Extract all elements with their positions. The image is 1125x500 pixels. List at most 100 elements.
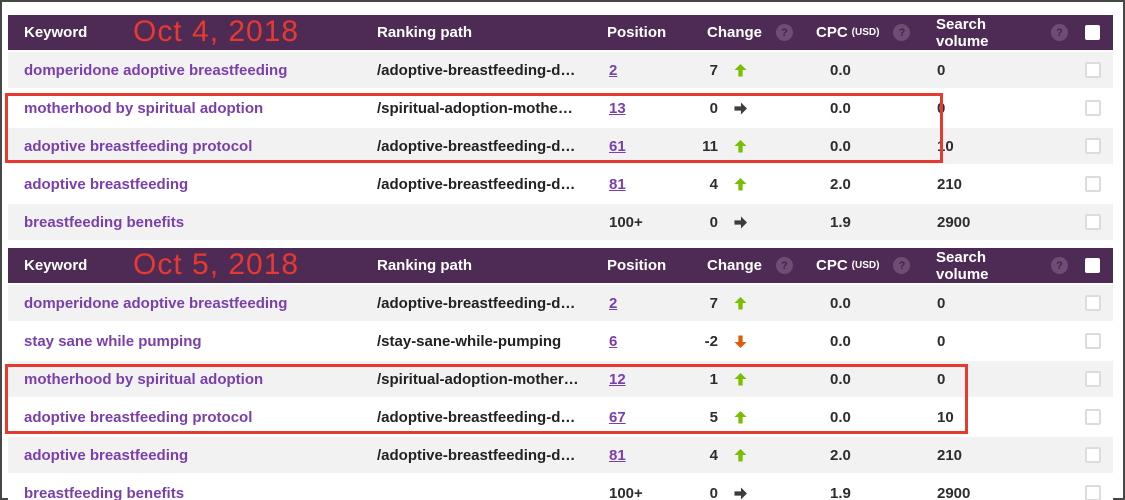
row-checkbox[interactable]: [1085, 447, 1101, 463]
ranking-path: /adoptive-breastfeeding-d…: [377, 446, 576, 464]
help-icon[interactable]: ?: [893, 24, 911, 41]
row-checkbox[interactable]: [1085, 214, 1101, 230]
search-volume-value: 0: [937, 99, 946, 117]
change-value: 1: [709, 370, 718, 388]
keyword-link[interactable]: domperidone adoptive breastfeeding: [24, 294, 288, 312]
row-checkbox[interactable]: [1085, 485, 1101, 500]
change-value: -2: [704, 332, 718, 350]
position-link[interactable]: 67: [609, 408, 626, 426]
help-icon[interactable]: ?: [1051, 257, 1068, 274]
table-header-row: Keyword Ranking path Position Change ? C…: [8, 248, 1113, 283]
checkbox-cell: [1068, 333, 1113, 349]
row-checkbox[interactable]: [1085, 333, 1101, 349]
table-row: breastfeeding benefits 100+ 0 1.9 2900: [8, 475, 1113, 500]
keyword-link[interactable]: motherhood by spiritual adoption: [24, 370, 264, 388]
cpc-value: 1.9: [830, 213, 851, 231]
trend-arrow-icon: [734, 334, 747, 348]
select-all-cell: [1068, 258, 1113, 273]
keyword-link[interactable]: adoptive breastfeeding: [24, 175, 189, 193]
table-header-row: Keyword Ranking path Position Change ? C…: [8, 15, 1113, 50]
select-all-checkbox[interactable]: [1085, 25, 1100, 40]
position-link[interactable]: 6: [609, 332, 618, 350]
help-icon[interactable]: ?: [1051, 24, 1068, 41]
trend-arrow-icon: [734, 448, 747, 462]
keyword-link[interactable]: breastfeeding benefits: [24, 213, 185, 231]
ranking-path: /adoptive-breastfeeding-d…: [377, 408, 576, 426]
position-link[interactable]: 2: [609, 294, 618, 312]
keyword-link[interactable]: motherhood by spiritual adoption: [24, 99, 264, 117]
column-header-position[interactable]: Position: [607, 257, 667, 274]
row-checkbox[interactable]: [1085, 138, 1101, 154]
keyword-link[interactable]: domperidone adoptive breastfeeding: [24, 61, 288, 79]
change-value: 0: [709, 484, 718, 500]
position-link[interactable]: 81: [609, 446, 626, 464]
column-header-ranking-path[interactable]: Ranking path: [377, 24, 473, 41]
column-header-keyword[interactable]: Keyword: [24, 257, 88, 274]
column-header-cpc[interactable]: CPC (USD) ?: [808, 257, 930, 274]
row-checkbox[interactable]: [1085, 100, 1101, 116]
column-header-cpc[interactable]: CPC (USD) ?: [808, 24, 930, 41]
help-icon[interactable]: ?: [893, 257, 911, 274]
cpc-value: 0.0: [830, 99, 851, 117]
position-link[interactable]: 12: [609, 370, 626, 388]
help-icon[interactable]: ?: [776, 24, 794, 41]
row-checkbox[interactable]: [1085, 295, 1101, 311]
checkbox-cell: [1068, 295, 1113, 311]
position-link[interactable]: 61: [609, 137, 626, 155]
checkbox-cell: [1068, 485, 1113, 500]
column-header-change-label: Change: [707, 24, 763, 41]
row-checkbox[interactable]: [1085, 62, 1101, 78]
keyword-link[interactable]: adoptive breastfeeding: [24, 446, 189, 464]
keyword-link[interactable]: stay sane while pumping: [24, 332, 202, 350]
table-row: motherhood by spiritual adoption /spirit…: [8, 90, 1113, 128]
table-row: adoptive breastfeeding /adoptive-breastf…: [8, 437, 1113, 475]
column-header-ranking-path[interactable]: Ranking path: [377, 257, 473, 274]
trend-arrow-icon: [734, 410, 747, 424]
change-cell: 7: [670, 62, 808, 79]
keyword-link[interactable]: adoptive breastfeeding protocol: [24, 137, 253, 155]
position-link[interactable]: 2: [609, 61, 618, 79]
change-value: 11: [702, 137, 718, 155]
column-header-change[interactable]: Change ?: [670, 24, 808, 41]
position-link[interactable]: 13: [609, 99, 626, 117]
table-row: motherhood by spiritual adoption /spirit…: [8, 361, 1113, 399]
help-icon[interactable]: ?: [776, 257, 794, 274]
trend-arrow-icon: [734, 372, 747, 386]
row-checkbox[interactable]: [1085, 371, 1101, 387]
cpc-unit-label: (USD): [851, 260, 880, 271]
ranking-path: /spiritual-adoption-mother…: [377, 370, 579, 388]
table-row: stay sane while pumping /stay-sane-while…: [8, 323, 1113, 361]
column-header-position[interactable]: Position: [607, 24, 667, 41]
keyword-link[interactable]: adoptive breastfeeding protocol: [24, 408, 253, 426]
column-header-search-volume[interactable]: Search volume ?: [930, 249, 1068, 283]
search-volume-value: 0: [937, 294, 946, 312]
trend-arrow-icon: [734, 139, 747, 153]
change-cell: 0: [670, 100, 808, 117]
checkbox-cell: [1068, 409, 1113, 425]
search-volume-value: 210: [937, 175, 963, 193]
change-value: 7: [709, 61, 718, 79]
ranking-path: /adoptive-breastfeeding-d…: [377, 61, 576, 79]
change-cell: 1: [670, 371, 808, 388]
change-value: 0: [709, 99, 718, 117]
checkbox-cell: [1068, 176, 1113, 192]
checkbox-cell: [1068, 62, 1113, 78]
change-value: 0: [709, 213, 718, 231]
position-value: 100+: [609, 484, 643, 500]
change-value: 4: [709, 446, 718, 464]
cpc-value: 0.0: [830, 61, 851, 79]
column-header-keyword[interactable]: Keyword: [24, 24, 88, 41]
keyword-link[interactable]: breastfeeding benefits: [24, 484, 185, 500]
column-header-change[interactable]: Change ?: [670, 257, 808, 274]
change-value: 5: [709, 408, 718, 426]
position-link[interactable]: 81: [609, 175, 626, 193]
cpc-value: 1.9: [830, 484, 851, 500]
row-checkbox[interactable]: [1085, 176, 1101, 192]
cpc-value: 2.0: [830, 175, 851, 193]
change-cell: 5: [670, 409, 808, 426]
table-row: domperidone adoptive breastfeeding /adop…: [8, 285, 1113, 323]
row-checkbox[interactable]: [1085, 409, 1101, 425]
column-header-search-volume[interactable]: Search volume ?: [930, 16, 1068, 50]
select-all-checkbox[interactable]: [1085, 258, 1100, 273]
